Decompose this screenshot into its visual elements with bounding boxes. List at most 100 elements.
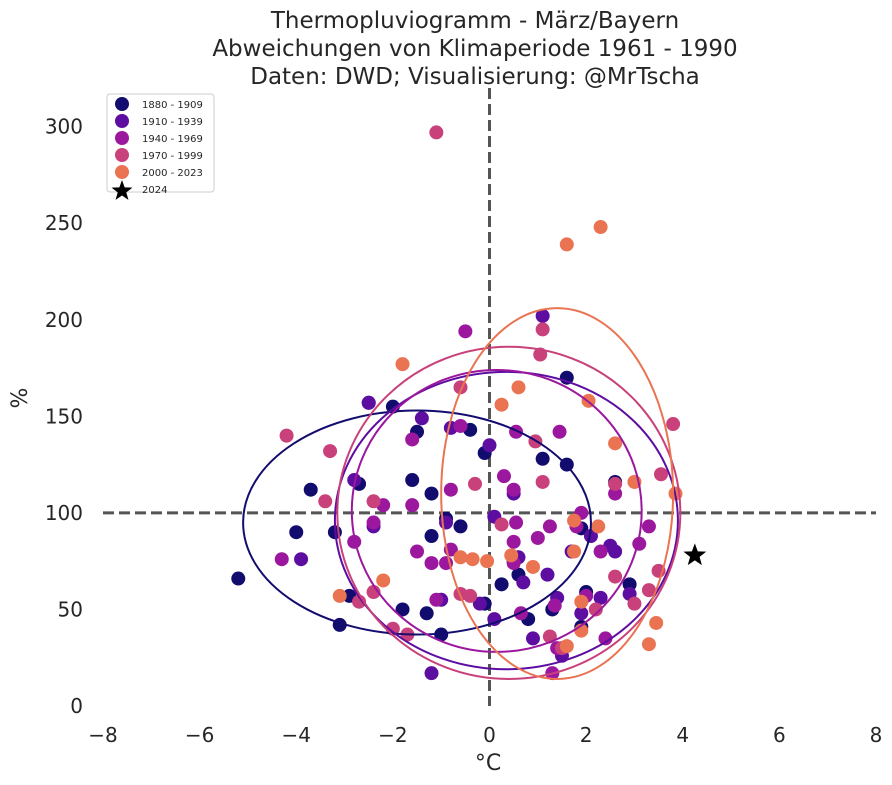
legend-label: 1970 - 1999 [142, 151, 203, 162]
y-tick-label: 300 [45, 115, 83, 139]
data-point [608, 569, 623, 584]
data-point [414, 411, 429, 426]
data-point [453, 519, 468, 534]
y-axis-ticks: 0 50 100 150 200 250 300 [45, 115, 83, 718]
data-point [424, 486, 439, 501]
data-point [494, 577, 509, 592]
data-point [429, 125, 444, 140]
legend-entry: 1940 - 1969 [115, 131, 203, 145]
data-point [535, 451, 550, 466]
data-point [559, 237, 574, 252]
data-point [465, 552, 480, 567]
data-point [463, 588, 478, 603]
x-axis-ticks: −8 −6 −4 −2 0 2 4 6 8 [88, 723, 882, 747]
data-point [366, 515, 381, 530]
data-point [540, 567, 555, 582]
legend-label: 1940 - 1969 [142, 134, 203, 145]
chart-title: Thermopluviogramm - März/Bayern [270, 8, 679, 34]
legend-entry: 1970 - 1999 [115, 148, 203, 162]
data-point [361, 395, 376, 410]
legend-entry: 1910 - 1939 [115, 114, 203, 128]
data-point [424, 666, 439, 681]
data-point [530, 530, 545, 545]
data-point [453, 550, 468, 565]
data-point [608, 476, 623, 491]
data-point [318, 494, 333, 509]
data-point [567, 513, 582, 528]
data-point [627, 596, 642, 611]
data-point [574, 606, 589, 621]
data-point [419, 606, 434, 621]
data-point [649, 615, 664, 630]
legend-label: 1910 - 1939 [142, 117, 203, 128]
legend-marker [115, 114, 129, 128]
data-point [574, 594, 589, 609]
x-tick-label: 4 [676, 723, 689, 747]
legend-label: 2000 - 2023 [142, 168, 203, 179]
data-point [622, 577, 637, 592]
data-point [608, 436, 623, 451]
x-tick-label: −4 [282, 723, 311, 747]
data-point [405, 473, 420, 488]
data-point [458, 324, 473, 339]
data-point [496, 469, 511, 484]
data-point [303, 482, 318, 497]
data-point [535, 474, 550, 489]
data-point [347, 473, 362, 488]
legend-label: 1880 - 1909 [142, 100, 203, 111]
data-point [506, 482, 521, 497]
legend-frame [106, 93, 215, 193]
x-tick-label: 0 [483, 723, 496, 747]
data-point [480, 554, 495, 569]
data-point [511, 380, 526, 395]
legend: 1880 - 1909 1910 - 1939 1940 - 1969 1970 - … [106, 93, 215, 200]
data-point [323, 444, 338, 459]
data-point [410, 544, 425, 559]
data-point-star [683, 543, 707, 566]
data-point [535, 308, 550, 323]
legend-marker [115, 97, 129, 111]
data-point [525, 559, 540, 574]
data-point [593, 544, 608, 559]
data-point [494, 397, 509, 412]
y-axis-label: % [8, 388, 33, 409]
y-tick-label: 200 [45, 308, 83, 332]
legend-entry: 2000 - 2023 [115, 165, 203, 179]
data-point [274, 552, 289, 567]
series-1970-1999 [279, 125, 681, 656]
data-point [231, 571, 246, 586]
data-point [434, 627, 449, 642]
data-point [494, 517, 509, 532]
ellipse-2000-2023 [440, 307, 675, 680]
legend-marker [111, 180, 133, 200]
data-point [468, 476, 483, 491]
ellipse-1880-1909 [242, 409, 592, 636]
data-point [472, 596, 487, 611]
data-point [395, 357, 410, 372]
x-tick-label: 2 [580, 723, 593, 747]
x-tick-label: −8 [88, 723, 117, 747]
y-tick-label: 250 [45, 211, 83, 235]
data-point [542, 519, 557, 534]
data-point [641, 637, 656, 652]
x-tick-label: 6 [773, 723, 786, 747]
y-tick-label: 150 [45, 404, 83, 428]
data-point [366, 494, 381, 509]
legend-label: 2024 [142, 185, 167, 196]
data-point [516, 575, 531, 590]
data-point [598, 631, 613, 646]
data-point [482, 438, 497, 453]
ellipse-1910-1939 [333, 370, 679, 671]
data-point [453, 418, 468, 433]
legend-entry: 1880 - 1909 [115, 97, 203, 111]
data-point [559, 639, 574, 654]
data-point [608, 544, 623, 559]
data-point [593, 220, 608, 235]
x-axis-label: °C [475, 751, 501, 776]
chart-subtitle-line-1: Abweichungen von Klimaperiode 1961 - 199… [212, 36, 737, 62]
y-tick-label: 100 [45, 501, 83, 525]
data-point [583, 529, 598, 544]
chart-subtitle-line-2: Daten: DWD; Visualisierung: @MrTscha [250, 64, 700, 90]
data-point [666, 417, 681, 432]
